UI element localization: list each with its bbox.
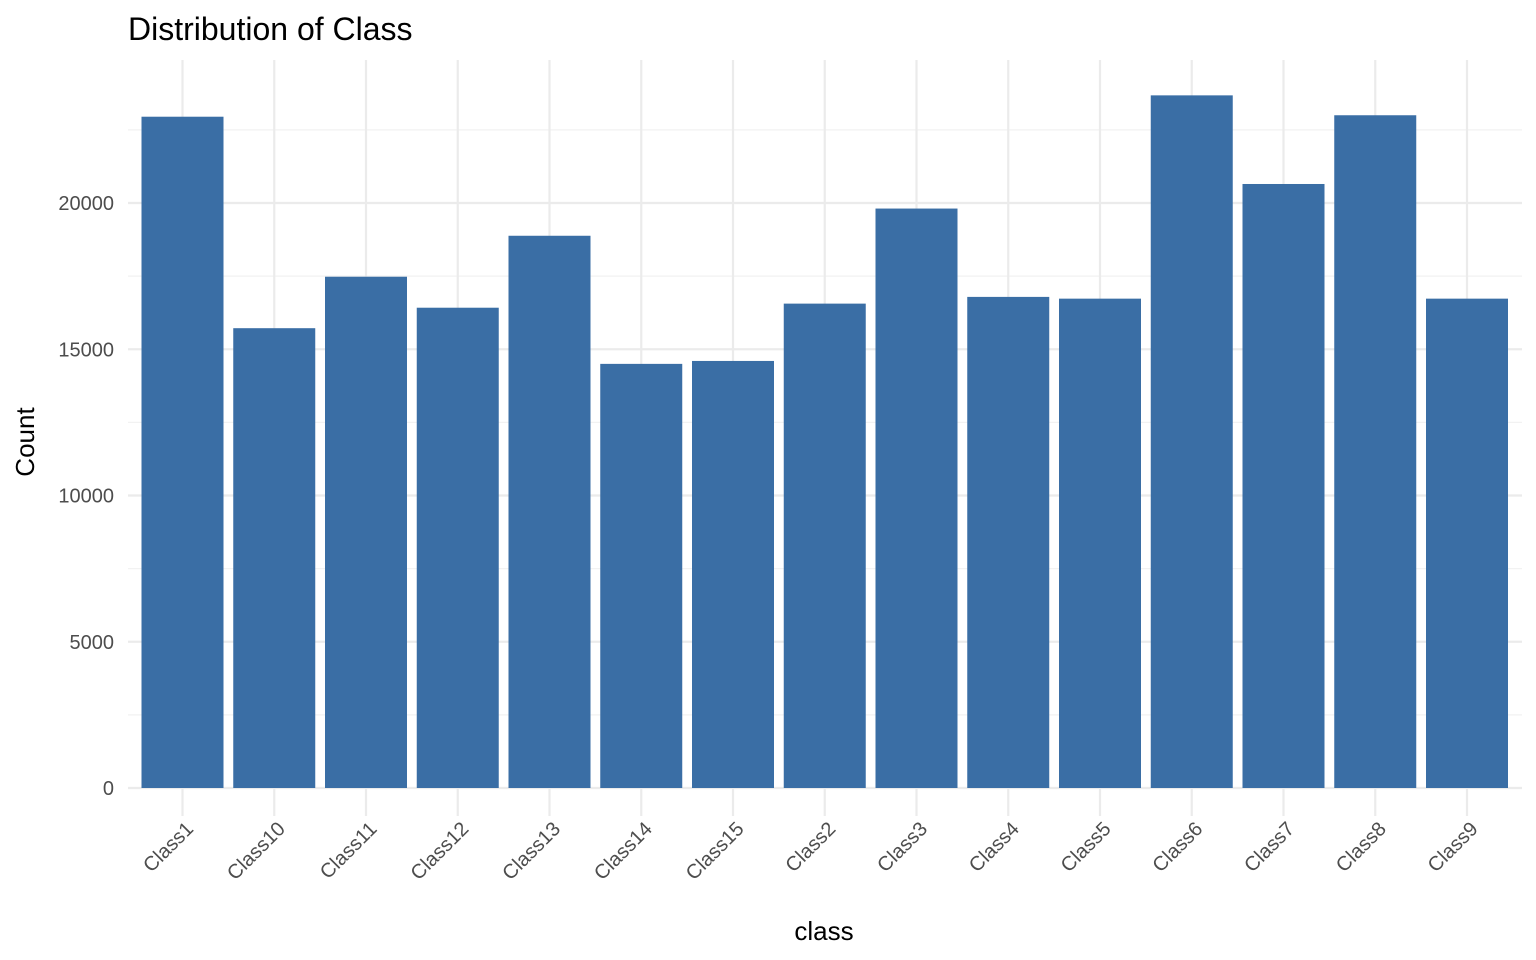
x-tick-label: Class9	[1424, 818, 1483, 877]
y-axis-ticks: 0 5000 10000 15000 20000	[58, 193, 114, 800]
bar-class15	[692, 360, 774, 788]
x-tick-label: Class7	[1240, 818, 1299, 877]
x-tick-label: Class14	[590, 818, 657, 885]
bar-class8	[1334, 115, 1417, 788]
bar-class9	[1426, 298, 1508, 788]
x-tick-label: Class4	[965, 818, 1024, 877]
x-tick-label: Class13	[498, 818, 565, 885]
bar-class1	[141, 116, 224, 788]
x-tick-label: Class2	[781, 818, 840, 877]
x-tick-label: Class6	[1148, 818, 1207, 877]
x-tick-label: Class5	[1057, 818, 1116, 877]
bar-class10	[233, 328, 316, 788]
bar-class11	[325, 276, 407, 788]
x-tick-label: Class3	[873, 818, 932, 877]
x-tick-label: Class8	[1332, 818, 1391, 877]
x-tick-label: Class11	[316, 818, 382, 884]
bar-class4	[967, 296, 1050, 788]
y-tick-label: 0	[103, 778, 114, 800]
bar-class13	[508, 235, 591, 788]
x-tick-label: Class1	[139, 818, 198, 877]
bar-class6	[1150, 95, 1233, 789]
y-tick-label: 5000	[70, 632, 115, 654]
bars	[141, 95, 1508, 789]
y-tick-label: 10000	[58, 486, 114, 508]
x-axis-ticks: Class1 Class10 Class11 Class12 Class13 Class1…	[139, 818, 1482, 885]
y-tick-label: 15000	[58, 339, 114, 361]
x-tick-label: Class12	[407, 818, 474, 885]
chart-title: Distribution of Class	[128, 11, 413, 47]
x-tick-label: Class10	[223, 818, 290, 885]
y-tick-label: 20000	[58, 193, 114, 215]
bar-class14	[600, 363, 683, 788]
bar-class12	[416, 307, 499, 788]
x-axis-title: class	[794, 916, 853, 946]
x-tick-label: Class15	[682, 818, 749, 885]
bar-class7	[1242, 183, 1325, 789]
bar-class2	[783, 303, 866, 788]
bar-class3	[875, 208, 958, 788]
bar-class5	[1059, 298, 1141, 788]
y-axis-title: Count	[10, 407, 40, 477]
